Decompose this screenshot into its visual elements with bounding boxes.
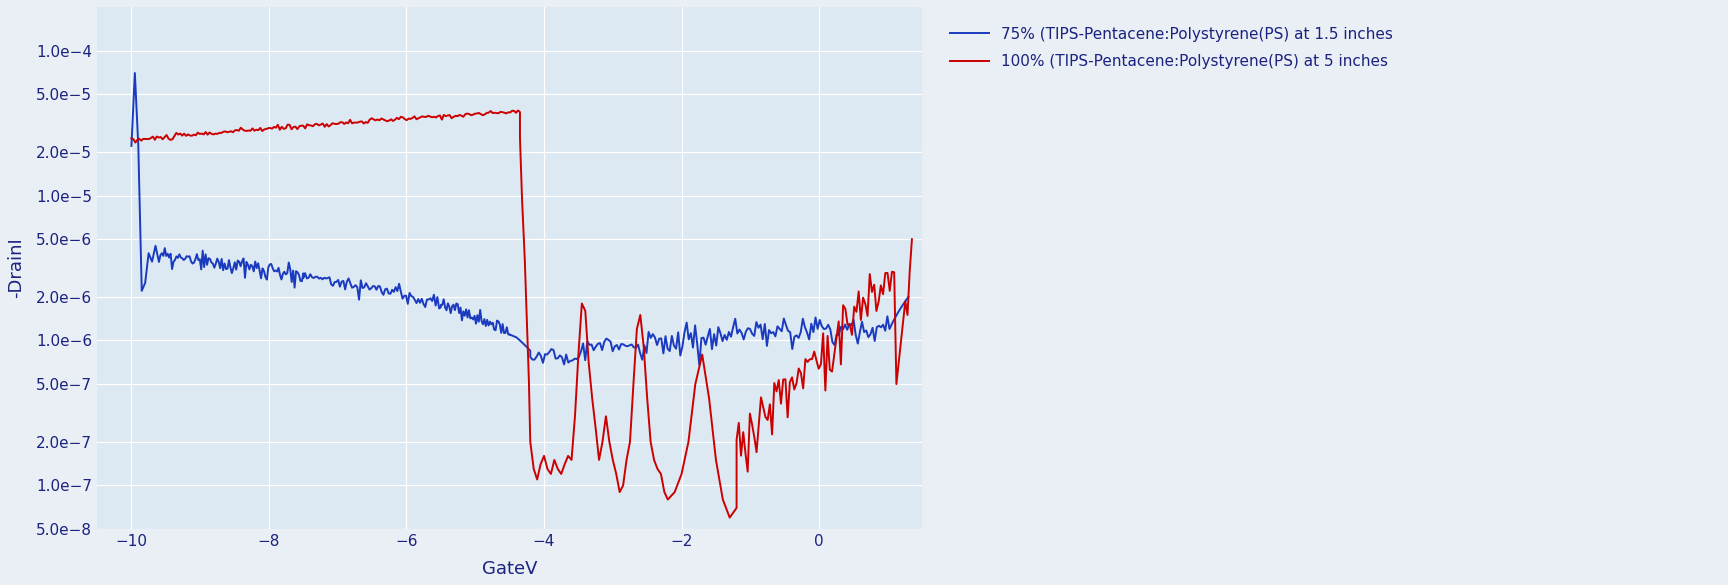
75% (TIPS-Pentacene:Polystyrene(PS) at 1.5 inches <box>124 70 145 77</box>
Y-axis label: -DrainI: -DrainI <box>7 238 24 298</box>
75% (TIPS-Pentacene:Polystyrene(PS) at 1.5 inches <box>786 332 807 339</box>
75% (TIPS-Pentacene:Polystyrene(PS) at 1.5 inches <box>899 293 919 300</box>
75% (TIPS-Pentacene:Polystyrene(PS) at 1.5 inches <box>244 268 264 275</box>
Line: 75% (TIPS-Pentacene:Polystyrene(PS) at 1.5 inches: 75% (TIPS-Pentacene:Polystyrene(PS) at 1… <box>131 73 909 365</box>
75% (TIPS-Pentacene:Polystyrene(PS) at 1.5 inches <box>878 313 899 320</box>
100% (TIPS-Pentacene:Polystyrene(PS) at 5 inches <box>508 107 529 114</box>
75% (TIPS-Pentacene:Polystyrene(PS) at 1.5 inches <box>506 334 527 341</box>
100% (TIPS-Pentacene:Polystyrene(PS) at 5 inches <box>809 365 829 372</box>
100% (TIPS-Pentacene:Polystyrene(PS) at 5 inches <box>240 127 261 134</box>
100% (TIPS-Pentacene:Polystyrene(PS) at 5 inches <box>216 129 237 136</box>
100% (TIPS-Pentacene:Polystyrene(PS) at 5 inches <box>902 236 923 243</box>
100% (TIPS-Pentacene:Polystyrene(PS) at 5 inches <box>121 135 142 142</box>
75% (TIPS-Pentacene:Polystyrene(PS) at 1.5 inches <box>615 342 636 349</box>
X-axis label: GateV: GateV <box>482 560 537 578</box>
75% (TIPS-Pentacene:Polystyrene(PS) at 1.5 inches <box>750 321 771 328</box>
100% (TIPS-Pentacene:Polystyrene(PS) at 5 inches <box>520 438 541 445</box>
100% (TIPS-Pentacene:Polystyrene(PS) at 5 inches <box>755 414 776 421</box>
75% (TIPS-Pentacene:Polystyrene(PS) at 1.5 inches <box>121 142 142 149</box>
100% (TIPS-Pentacene:Polystyrene(PS) at 5 inches <box>771 400 791 407</box>
75% (TIPS-Pentacene:Polystyrene(PS) at 1.5 inches <box>689 362 710 369</box>
100% (TIPS-Pentacene:Polystyrene(PS) at 5 inches <box>719 514 740 521</box>
Legend: 75% (TIPS-Pentacene:Polystyrene(PS) at 1.5 inches, 100% (TIPS-Pentacene:Polystyr: 75% (TIPS-Pentacene:Polystyrene(PS) at 1… <box>938 15 1405 81</box>
Line: 100% (TIPS-Pentacene:Polystyrene(PS) at 5 inches: 100% (TIPS-Pentacene:Polystyrene(PS) at … <box>131 111 912 518</box>
